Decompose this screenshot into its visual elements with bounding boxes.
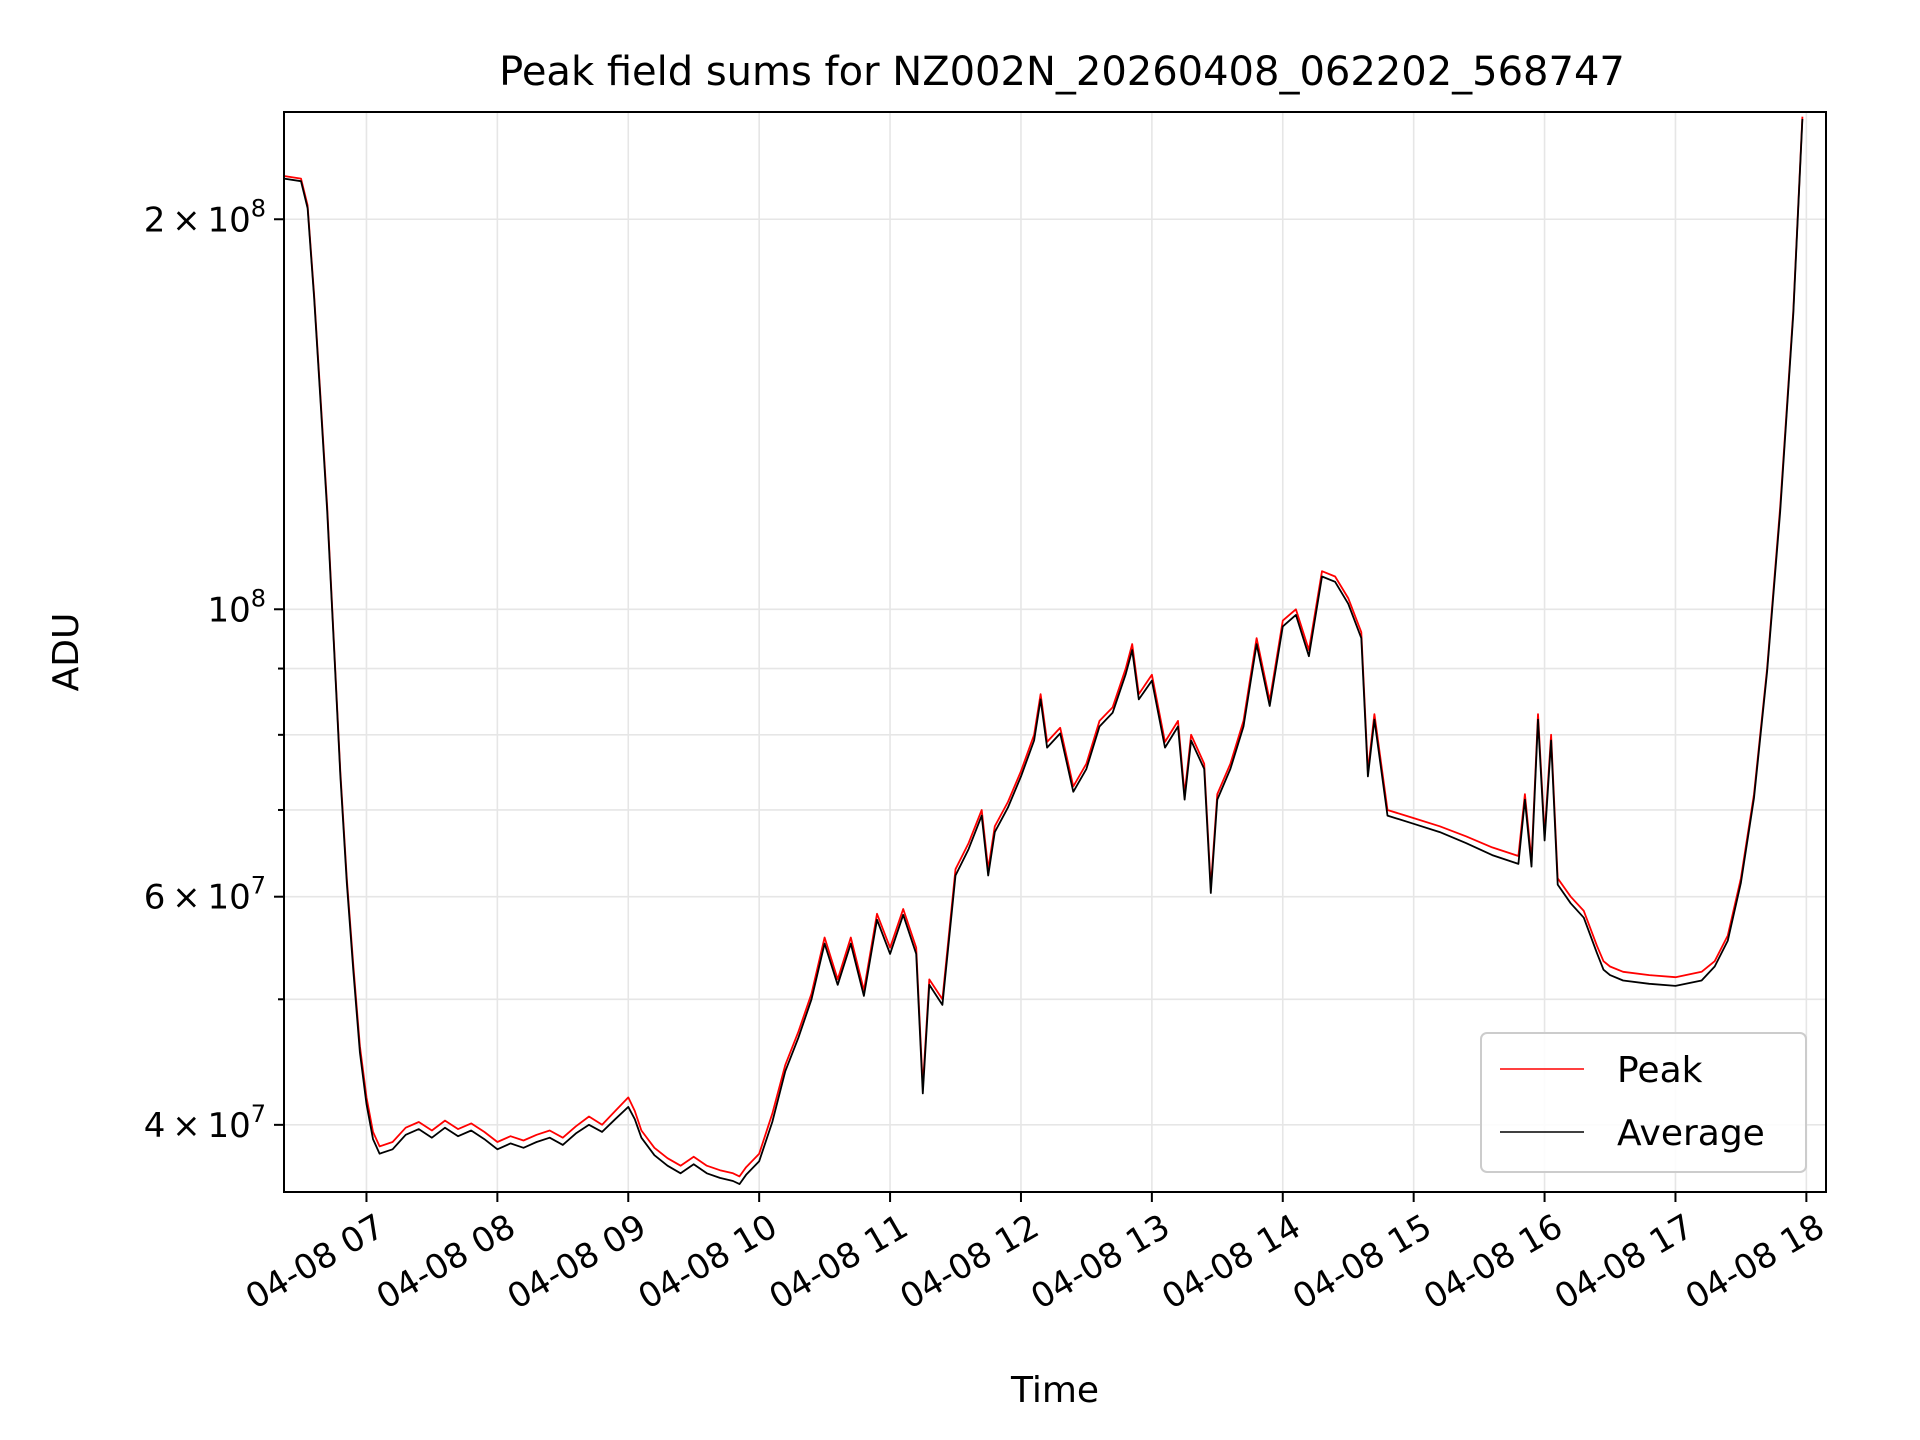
legend-peak-label: Peak	[1617, 1050, 1703, 1091]
chart-title: Peak field sums for NZ002N_20260408_0622…	[499, 49, 1625, 95]
axes-frame	[283, 111, 1827, 1193]
x-axis-label: Time	[1010, 1370, 1099, 1411]
y-tick-label: 4 × 107	[144, 1100, 266, 1146]
y-tick-label: 6 × 107	[144, 872, 266, 918]
y-tick-label: 2 × 108	[144, 194, 266, 240]
y-axis: 4 × 107 6 × 107 108 2 × 108	[144, 194, 284, 1146]
legend-average-label: Average	[1617, 1113, 1765, 1154]
series-line-average	[283, 118, 1804, 1185]
y-axis-label: ADU	[46, 613, 87, 692]
plot-area	[283, 111, 1827, 1193]
series-layer	[283, 116, 1804, 1185]
legend-box	[1480, 1032, 1807, 1173]
legend: Peak Average	[1480, 1032, 1807, 1173]
grid	[284, 112, 1826, 1192]
y-tick-label: 108	[207, 584, 266, 630]
plot-background	[284, 112, 1826, 1192]
